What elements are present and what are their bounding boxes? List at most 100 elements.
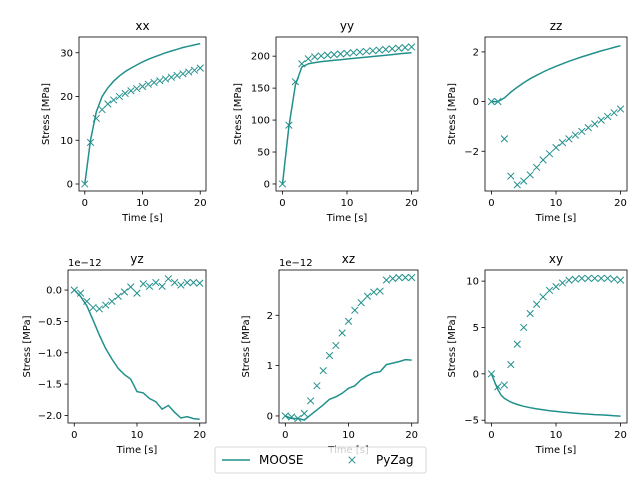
subplot-title: xz [342, 252, 355, 266]
x-tick-label: 10 [550, 430, 563, 441]
data-point-pyzag [150, 78, 158, 87]
legend-box [214, 446, 427, 474]
subplot-zz: zz 0 10 20 −2 0 2 Time [s] Stress [MPa] [447, 19, 628, 224]
data-point-pyzag [351, 306, 359, 314]
y-axis-label: Stress [MPa] [41, 83, 52, 145]
y-axis-label: Stress [MPa] [447, 83, 458, 145]
data-point-pyzag [500, 135, 509, 143]
data-point-pyzag [108, 297, 116, 306]
series-line-moose [490, 373, 621, 417]
data-point-pyzag [389, 274, 397, 283]
x-tick-label: 0 [282, 430, 288, 441]
axes-frame [275, 36, 419, 192]
data-point-pyzag [81, 180, 89, 188]
data-point-pyzag [338, 329, 346, 337]
data-point-pyzag [375, 46, 383, 54]
legend-label-pyzag: PyZag [376, 453, 414, 467]
data-point-pyzag [330, 50, 338, 59]
data-point-pyzag [526, 171, 534, 179]
data-point-pyzag [616, 105, 625, 113]
data-point-pyzag [610, 109, 618, 117]
data-point-pyzag [298, 60, 306, 68]
data-point-pyzag [565, 135, 573, 143]
data-point-pyzag [408, 273, 416, 282]
axis-multiplier: 1e−12 [68, 258, 102, 269]
data-point-pyzag [336, 50, 345, 58]
data-point-pyzag [401, 273, 410, 282]
data-point-pyzag [177, 281, 185, 289]
data-point-pyzag [363, 292, 372, 300]
x-axis-label: Time [s] [121, 213, 163, 224]
x-tick-label: 0 [82, 198, 88, 209]
x-tick-label: 20 [405, 430, 418, 441]
x-tick-label: 10 [342, 430, 355, 441]
y-tick-label: 10 [60, 136, 73, 147]
data-point-pyzag [101, 301, 110, 309]
data-point-pyzag [597, 116, 605, 124]
y-tick-label: 20 [60, 92, 73, 103]
data-point-pyzag [170, 278, 179, 287]
data-point-pyzag [343, 49, 351, 57]
y-tick-label: −2.0 [38, 411, 62, 422]
data-point-pyzag [552, 143, 560, 152]
x-tick-label: 10 [341, 198, 354, 209]
x-tick-label: 20 [405, 198, 418, 209]
subplot-xy: xy 0 10 20 −5 0 5 10 Time [s] Stress [MPa] [447, 252, 628, 456]
data-point-pyzag [158, 282, 166, 290]
data-point-pyzag [114, 292, 122, 300]
y-tick-label: 50 [257, 148, 270, 159]
y-tick-label: 30 [60, 48, 73, 59]
data-point-pyzag [571, 131, 580, 139]
data-point-pyzag [545, 286, 554, 295]
data-point-pyzag [139, 280, 147, 288]
data-point-pyzag [89, 303, 97, 312]
data-point-pyzag [344, 317, 353, 325]
axes-frame [78, 36, 207, 192]
x-axis-label: Time [s] [116, 445, 158, 456]
data-point-pyzag [127, 283, 135, 291]
series-line-moose [84, 42, 201, 185]
y-tick-label: 2 [473, 47, 479, 58]
data-point-pyzag [306, 397, 315, 405]
data-point-pyzag [382, 45, 390, 54]
data-point-pyzag [520, 323, 528, 332]
data-point-pyzag [183, 278, 191, 287]
data-point-pyzag [357, 299, 365, 307]
series-line-moose [285, 358, 412, 421]
y-tick-label: −0.5 [38, 317, 62, 328]
data-point-pyzag [526, 309, 534, 318]
legend-label-moose: MOOSE [259, 453, 303, 467]
data-point-pyzag [407, 43, 416, 51]
y-tick-label: 0 [267, 411, 273, 422]
x-tick-label: 10 [550, 198, 563, 209]
data-point-pyzag [156, 77, 164, 85]
data-point-pyzag [278, 180, 287, 188]
x-tick-label: 0 [279, 198, 285, 209]
data-point-pyzag [76, 289, 85, 297]
data-point-pyzag [494, 97, 502, 106]
data-point-pyzag [584, 124, 592, 132]
data-point-pyzag [92, 114, 100, 123]
data-point-pyzag [401, 43, 409, 52]
subplot-title: yy [340, 19, 354, 33]
subplot-title: xy [549, 252, 563, 266]
y-tick-label: 1 [267, 361, 273, 372]
data-point-pyzag [287, 413, 296, 421]
data-point-pyzag [616, 276, 625, 284]
data-point-pyzag [291, 78, 300, 86]
data-point-pyzag [121, 89, 129, 98]
data-point-pyzag [173, 71, 181, 80]
data-point-pyzag [104, 100, 112, 108]
data-point-pyzag [179, 70, 187, 78]
y-tick-label: −2 [464, 147, 479, 158]
data-point-pyzag [513, 340, 521, 348]
data-point-pyzag [487, 370, 496, 378]
data-point-pyzag [70, 286, 78, 294]
x-tick-label: 20 [614, 198, 627, 209]
y-tick-label: 5 [473, 323, 479, 334]
series-line-moose [281, 51, 412, 185]
data-point-pyzag [294, 414, 302, 423]
data-point-pyzag [323, 51, 332, 59]
data-point-pyzag [95, 305, 104, 313]
